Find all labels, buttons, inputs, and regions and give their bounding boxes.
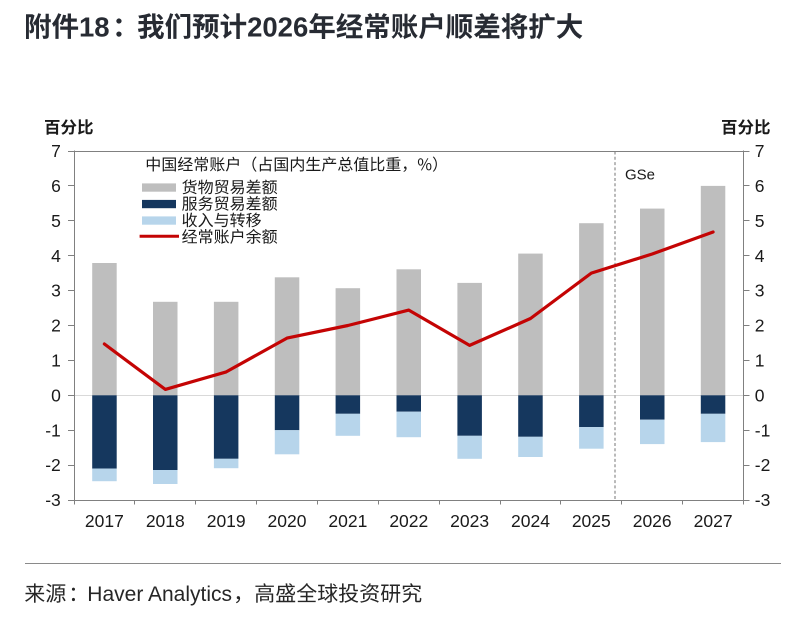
svg-text:2017: 2017 [85, 511, 124, 531]
svg-text:2022: 2022 [389, 511, 428, 531]
svg-text:5: 5 [755, 211, 765, 231]
svg-text:7: 7 [755, 141, 765, 161]
svg-text:1: 1 [51, 351, 61, 371]
svg-text:-3: -3 [755, 490, 771, 510]
svg-text:6: 6 [755, 176, 765, 196]
svg-text:1: 1 [755, 351, 765, 371]
svg-text:-2: -2 [45, 455, 61, 475]
svg-text:4: 4 [755, 246, 765, 266]
svg-text:18: 18 [79, 12, 110, 43]
svg-text:2027: 2027 [694, 511, 733, 531]
svg-text:3: 3 [51, 281, 61, 301]
svg-text:2: 2 [51, 316, 61, 336]
svg-text:7: 7 [51, 141, 61, 161]
svg-text:2026: 2026 [247, 12, 308, 43]
svg-text:2021: 2021 [328, 511, 367, 531]
svg-text:2018: 2018 [146, 511, 185, 531]
svg-text:-1: -1 [755, 420, 771, 440]
svg-text:2026: 2026 [633, 511, 672, 531]
svg-text:2023: 2023 [450, 511, 489, 531]
svg-text:0: 0 [755, 385, 765, 405]
svg-text:Haver Analytics: Haver Analytics [87, 583, 232, 606]
svg-text:GSe: GSe [625, 167, 655, 184]
svg-text:-1: -1 [45, 420, 61, 440]
svg-text:2019: 2019 [207, 511, 246, 531]
svg-text:2020: 2020 [268, 511, 307, 531]
svg-text:2024: 2024 [511, 511, 550, 531]
svg-text:-2: -2 [755, 455, 771, 475]
svg-text:4: 4 [51, 246, 61, 266]
svg-text:-3: -3 [45, 490, 61, 510]
svg-text:3: 3 [755, 281, 765, 301]
svg-text:0: 0 [51, 385, 61, 405]
svg-text:2025: 2025 [572, 511, 611, 531]
svg-text:6: 6 [51, 176, 61, 196]
svg-text:5: 5 [51, 211, 61, 231]
svg-text:2: 2 [755, 316, 765, 336]
